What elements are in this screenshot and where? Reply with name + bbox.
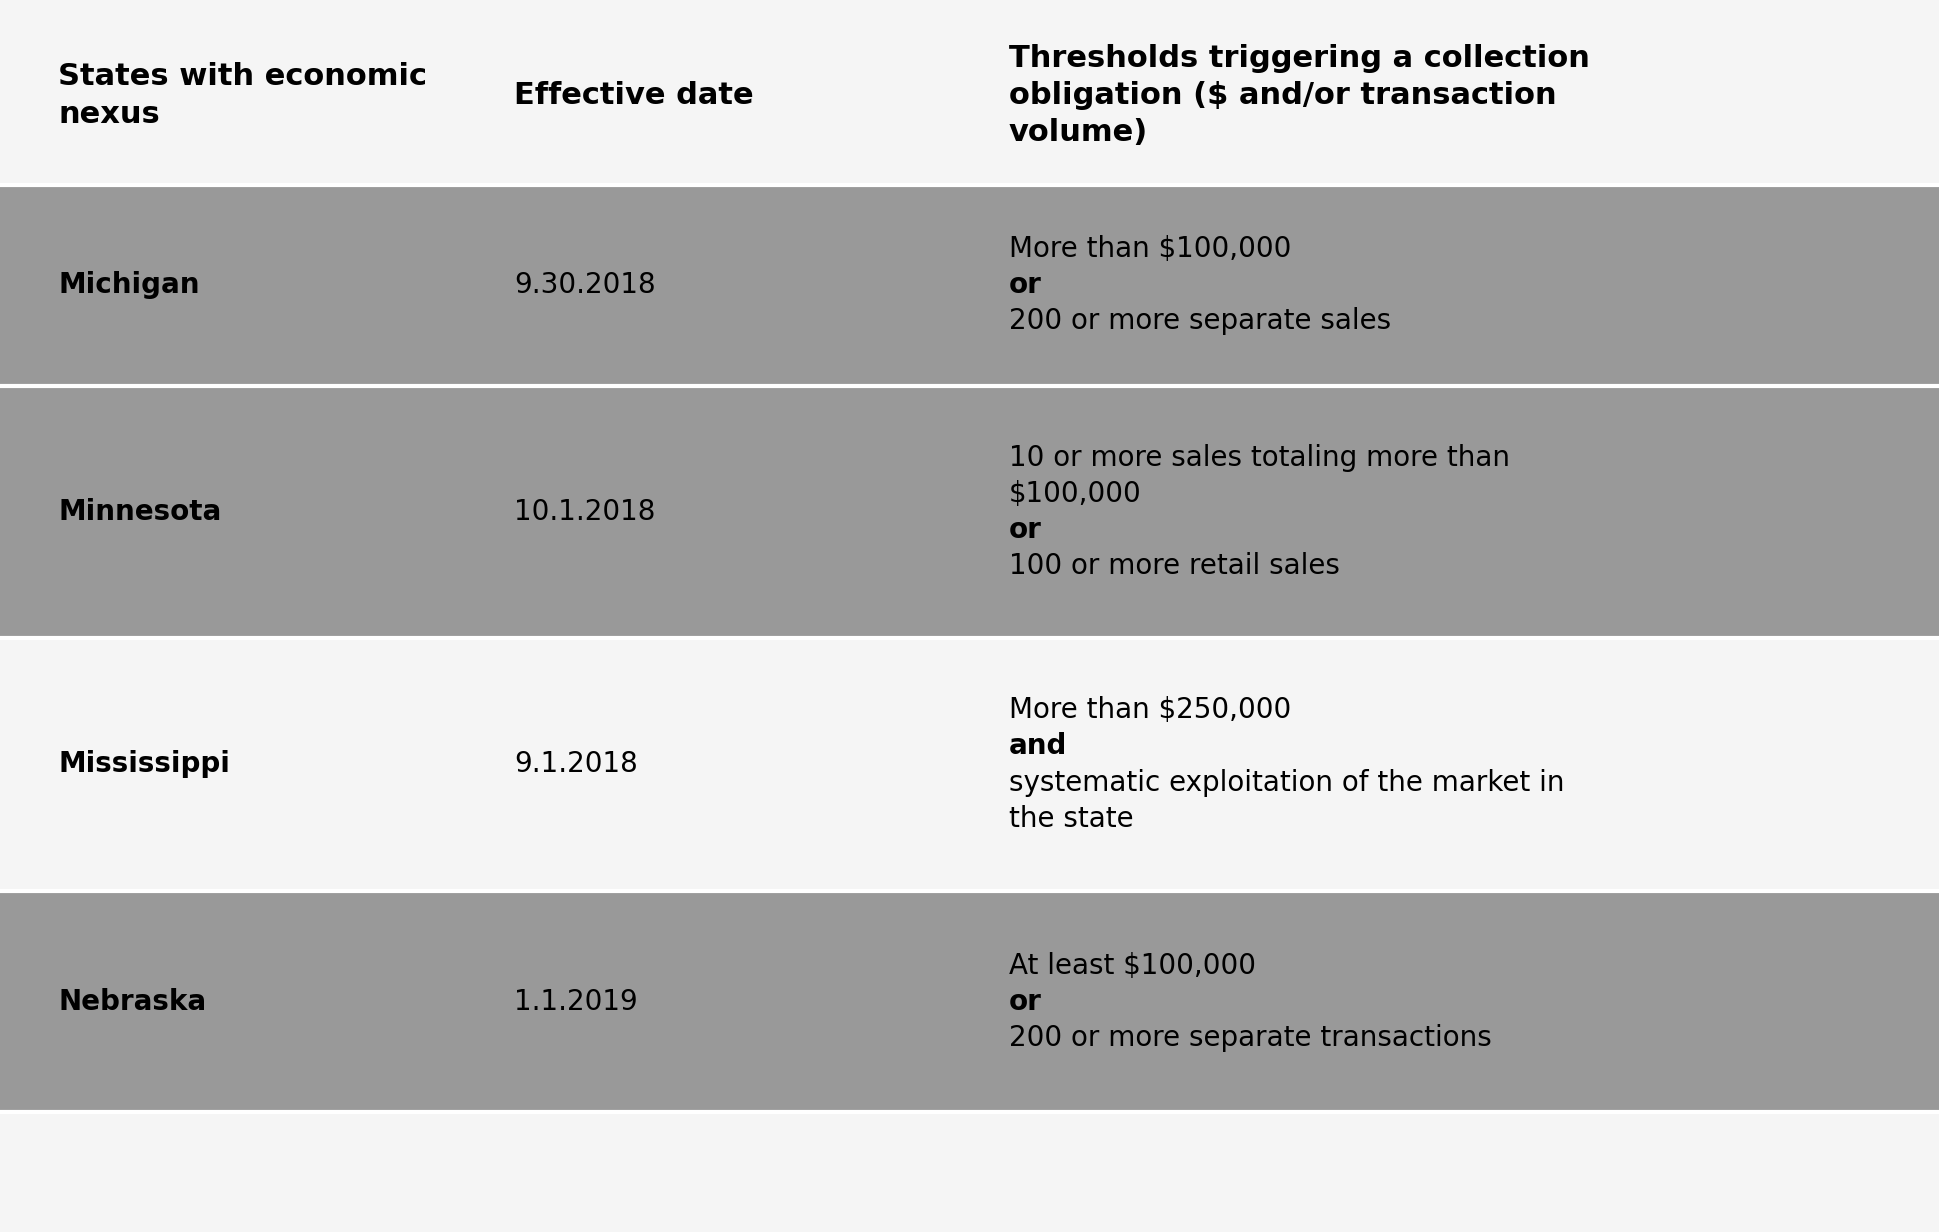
Text: More than $250,000: More than $250,000 xyxy=(1008,696,1289,724)
Text: and: and xyxy=(1008,732,1066,760)
Bar xyxy=(0,386,1939,638)
Text: or: or xyxy=(1008,271,1041,299)
Text: 9.30.2018: 9.30.2018 xyxy=(514,271,655,299)
Text: $100,000: $100,000 xyxy=(1008,479,1140,508)
Text: 100 or more retail sales: 100 or more retail sales xyxy=(1008,552,1340,580)
Text: or: or xyxy=(1008,516,1041,545)
Bar xyxy=(0,638,1939,891)
Text: Mississippi: Mississippi xyxy=(58,750,231,779)
Text: States with economic
nexus: States with economic nexus xyxy=(58,63,427,128)
Text: More than $100,000: More than $100,000 xyxy=(1008,235,1291,264)
Text: 10 or more sales totaling more than: 10 or more sales totaling more than xyxy=(1008,444,1509,472)
Bar xyxy=(0,891,1939,1112)
Text: systematic exploitation of the market in: systematic exploitation of the market in xyxy=(1008,769,1563,797)
Text: 1.1.2019: 1.1.2019 xyxy=(514,988,638,1015)
Text: Effective date: Effective date xyxy=(514,81,754,110)
Text: the state: the state xyxy=(1008,804,1132,833)
Text: 9.1.2018: 9.1.2018 xyxy=(514,750,638,779)
Text: 200 or more separate transactions: 200 or more separate transactions xyxy=(1008,1024,1491,1052)
Text: Michigan: Michigan xyxy=(58,271,200,299)
Text: Thresholds triggering a collection
obligation ($ and/or transaction
volume): Thresholds triggering a collection oblig… xyxy=(1008,44,1588,147)
Text: 10.1.2018: 10.1.2018 xyxy=(514,498,655,526)
Bar xyxy=(0,6,1939,185)
Bar xyxy=(0,185,1939,386)
Text: Nebraska: Nebraska xyxy=(58,988,206,1015)
Text: At least $100,000: At least $100,000 xyxy=(1008,951,1255,979)
Text: Minnesota: Minnesota xyxy=(58,498,221,526)
Text: 200 or more separate sales: 200 or more separate sales xyxy=(1008,307,1390,335)
Text: or: or xyxy=(1008,988,1041,1015)
